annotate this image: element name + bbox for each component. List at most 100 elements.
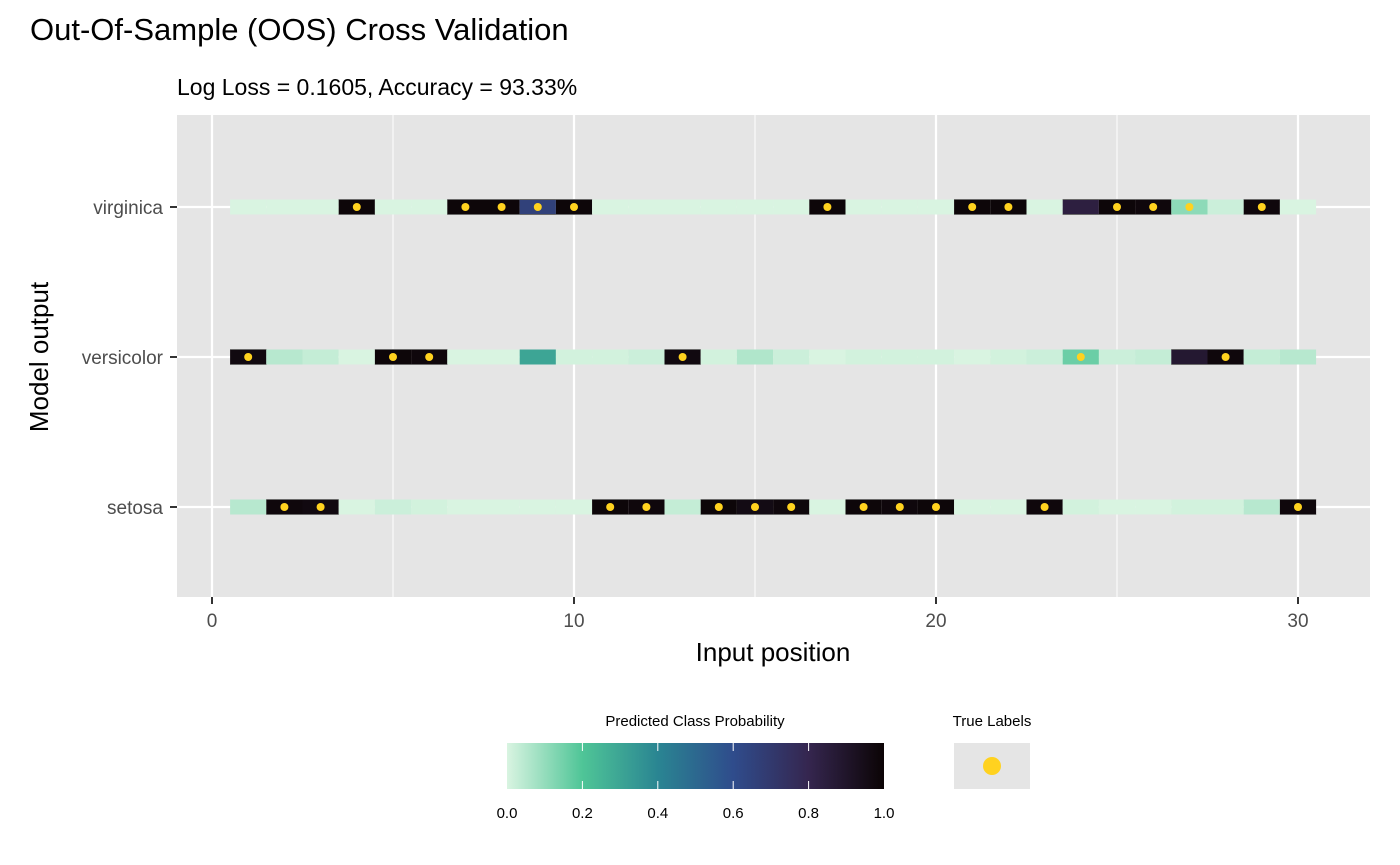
tile-virginica-14 [700, 199, 737, 215]
tile-virginica-16 [773, 199, 810, 215]
tile-setosa-9 [519, 499, 556, 515]
tile-versicolor-30 [1279, 349, 1317, 365]
tile-setosa-6 [411, 499, 448, 515]
true-label-point [932, 503, 940, 511]
x-tick-label: 20 [925, 611, 946, 632]
true-label-point [389, 353, 397, 361]
true-label-point [533, 203, 542, 211]
true-label-point [1076, 353, 1085, 361]
tile-versicolor-15 [736, 349, 774, 365]
y-tick-label: versicolor [82, 348, 164, 369]
tile-setosa-13 [664, 499, 701, 515]
tile-setosa-5 [374, 499, 412, 515]
true-label-point [1185, 203, 1194, 211]
colorbar [507, 743, 884, 789]
true-label-point [1149, 203, 1158, 211]
true-label-point [497, 203, 506, 211]
tile-versicolor-20 [917, 349, 955, 365]
legend-fill-title: Predicted Class Probability [605, 713, 785, 730]
tile-virginica-20 [917, 199, 955, 215]
tile-versicolor-11 [592, 349, 629, 365]
tile-versicolor-2 [266, 349, 303, 365]
true-label-point [714, 503, 723, 511]
x-tick-label: 10 [563, 611, 584, 632]
tile-versicolor-27 [1171, 349, 1208, 365]
tile-versicolor-7 [447, 349, 484, 365]
colorbar-ticks: 0.0 0.2 0.4 0.6 0.8 1.0 [497, 743, 895, 822]
true-label-point [895, 503, 904, 511]
x-axis-ticks: 0 10 20 30 [207, 597, 1309, 632]
true-label-point [606, 503, 615, 511]
true-label-point [1113, 203, 1121, 211]
true-label-point [280, 503, 289, 511]
true-label-point [1257, 203, 1266, 211]
tile-setosa-28 [1207, 499, 1244, 515]
tile-versicolor-18 [845, 349, 882, 365]
tile-setosa-8 [483, 499, 520, 515]
tile-versicolor-17 [809, 349, 846, 365]
y-axis-title: Model output [24, 281, 54, 432]
x-tick-label: 0 [207, 611, 218, 632]
tile-setosa-22 [990, 499, 1027, 515]
colorbar-tick-label: 0.2 [572, 805, 593, 822]
true-label-points-layer [244, 203, 1302, 511]
colorbar-tick-label: 1.0 [874, 805, 895, 822]
tile-versicolor-29 [1243, 349, 1280, 365]
tile-setosa-4 [338, 499, 375, 515]
colorbar-tick-label: 0.4 [647, 805, 668, 822]
tile-virginica-2 [266, 199, 303, 215]
tile-virginica-18 [845, 199, 882, 215]
true-label-point [1221, 353, 1230, 361]
tile-virginica-3 [302, 199, 339, 215]
tile-versicolor-9 [519, 349, 556, 365]
tile-setosa-29 [1243, 499, 1280, 515]
tile-virginica-6 [411, 199, 448, 215]
tile-versicolor-8 [483, 349, 520, 365]
tile-setosa-26 [1135, 499, 1172, 515]
tile-virginica-5 [374, 199, 412, 215]
y-tick-label: setosa [107, 498, 163, 519]
tile-versicolor-19 [881, 349, 918, 365]
true-label-point [1294, 503, 1302, 511]
true-label-point [461, 203, 470, 211]
tile-setosa-10 [555, 499, 593, 515]
tile-versicolor-3 [302, 349, 339, 365]
colorbar-tick-label: 0.6 [723, 805, 744, 822]
tile-virginica-11 [592, 199, 629, 215]
tile-versicolor-21 [954, 349, 991, 365]
tile-setosa-1 [230, 499, 267, 515]
colorbar-tick-label: 0.0 [497, 805, 518, 822]
true-label-point [859, 503, 868, 511]
true-label-point [425, 353, 434, 361]
tile-virginica-13 [664, 199, 701, 215]
chart-subtitle: Log Loss = 0.1605, Accuracy = 93.33% [177, 74, 577, 100]
true-label-point [642, 503, 651, 511]
true-label-point [1040, 503, 1049, 511]
tile-setosa-24 [1062, 499, 1099, 515]
tile-virginica-19 [881, 199, 918, 215]
true-label-point [823, 203, 832, 211]
tile-setosa-21 [954, 499, 991, 515]
tile-virginica-30 [1279, 199, 1317, 215]
tile-versicolor-4 [338, 349, 375, 365]
tile-virginica-28 [1207, 199, 1244, 215]
true-label-point [787, 503, 796, 511]
true-label-point [316, 503, 325, 511]
colorbar-tick-label: 0.8 [798, 805, 819, 822]
tile-versicolor-16 [773, 349, 810, 365]
tile-versicolor-26 [1135, 349, 1172, 365]
chart-title: Out-Of-Sample (OOS) Cross Validation [30, 12, 569, 47]
tile-virginica-12 [628, 199, 665, 215]
tile-virginica-24 [1062, 199, 1099, 215]
true-label-point [751, 503, 759, 511]
x-axis-title: Input position [696, 637, 851, 667]
tile-virginica-1 [230, 199, 267, 215]
legend-point-dot [983, 757, 1001, 775]
tile-setosa-27 [1171, 499, 1208, 515]
tile-virginica-15 [736, 199, 774, 215]
true-label-point [244, 353, 253, 361]
y-tick-label: virginica [93, 198, 163, 219]
true-label-point [678, 353, 687, 361]
tile-setosa-7 [447, 499, 484, 515]
